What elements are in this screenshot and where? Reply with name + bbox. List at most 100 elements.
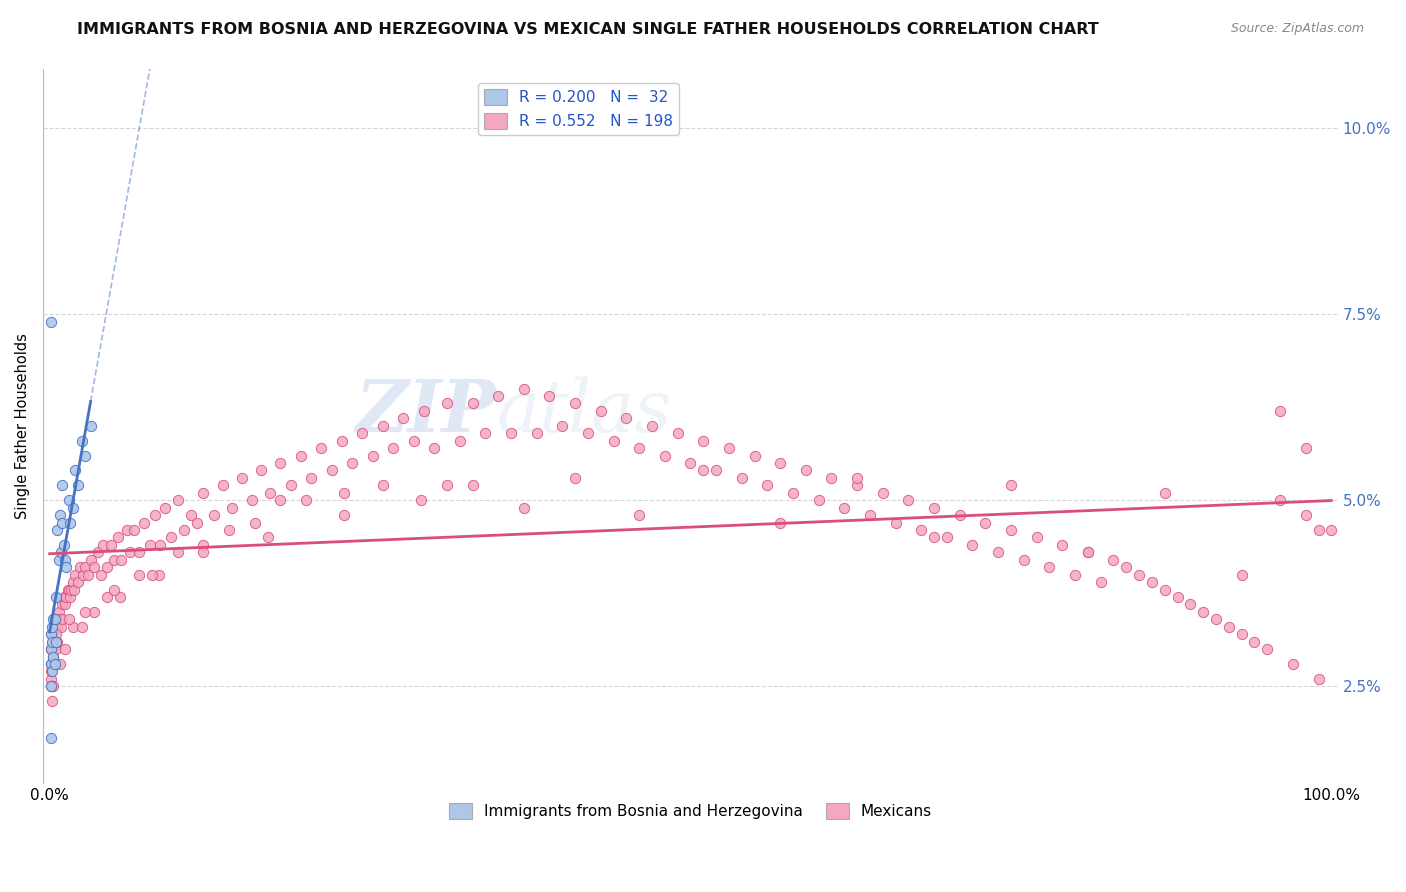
- Point: [922, 530, 945, 544]
- Text: atlas: atlas: [496, 376, 672, 447]
- Point: [1025, 530, 1047, 544]
- Point: [49, 657, 72, 671]
- Point: [42, 634, 65, 648]
- Point: [295, 493, 318, 508]
- Point: [1268, 493, 1291, 508]
- Point: [392, 411, 415, 425]
- Point: [193, 485, 215, 500]
- Legend: Immigrants from Bosnia and Herzegovina, Mexicans: Immigrants from Bosnia and Herzegovina, …: [443, 797, 938, 825]
- Point: [807, 493, 830, 508]
- Point: [120, 545, 142, 559]
- Point: [83, 560, 105, 574]
- Point: [51, 516, 73, 530]
- Point: [412, 404, 434, 418]
- Point: [173, 523, 195, 537]
- Point: [820, 471, 842, 485]
- Text: IMMIGRANTS FROM BOSNIA AND HERZEGOVINA VS MEXICAN SINGLE FATHER HOUSEHOLDS CORRE: IMMIGRANTS FROM BOSNIA AND HERZEGOVINA V…: [77, 22, 1099, 37]
- Point: [42, 612, 65, 626]
- Point: [352, 426, 374, 441]
- Point: [134, 516, 156, 530]
- Point: [45, 634, 67, 648]
- Point: [616, 411, 638, 425]
- Point: [66, 478, 89, 492]
- Point: [551, 418, 574, 433]
- Point: [202, 508, 225, 522]
- Point: [499, 426, 522, 441]
- Point: [42, 649, 65, 664]
- Point: [46, 620, 69, 634]
- Point: [49, 612, 72, 626]
- Point: [461, 478, 484, 492]
- Point: [90, 567, 112, 582]
- Point: [153, 500, 176, 515]
- Point: [49, 545, 72, 559]
- Point: [72, 567, 94, 582]
- Point: [186, 516, 208, 530]
- Point: [731, 471, 754, 485]
- Point: [62, 620, 84, 634]
- Point: [436, 478, 458, 492]
- Point: [513, 500, 536, 515]
- Point: [589, 404, 612, 418]
- Point: [1180, 598, 1202, 612]
- Point: [1167, 590, 1189, 604]
- Point: [70, 434, 93, 448]
- Point: [1230, 567, 1253, 582]
- Point: [39, 642, 62, 657]
- Point: [846, 478, 869, 492]
- Point: [49, 508, 72, 522]
- Point: [87, 545, 110, 559]
- Point: [55, 560, 77, 574]
- Point: [166, 493, 188, 508]
- Point: [1282, 657, 1305, 671]
- Point: [41, 642, 63, 657]
- Point: [39, 627, 62, 641]
- Point: [65, 463, 87, 477]
- Point: [42, 649, 65, 664]
- Point: [756, 478, 779, 492]
- Point: [1038, 560, 1060, 574]
- Point: [44, 612, 66, 626]
- Point: [141, 567, 163, 582]
- Point: [53, 642, 76, 657]
- Point: [53, 553, 76, 567]
- Point: [75, 605, 97, 619]
- Point: [859, 508, 882, 522]
- Point: [44, 657, 66, 671]
- Point: [564, 396, 586, 410]
- Point: [717, 441, 740, 455]
- Point: [44, 620, 66, 634]
- Point: [1000, 478, 1022, 492]
- Point: [666, 426, 689, 441]
- Point: [1320, 523, 1343, 537]
- Point: [115, 523, 138, 537]
- Point: [180, 508, 202, 522]
- Point: [41, 665, 63, 679]
- Point: [299, 471, 322, 485]
- Point: [311, 441, 333, 455]
- Point: [51, 612, 73, 626]
- Point: [461, 396, 484, 410]
- Point: [1205, 612, 1227, 626]
- Point: [211, 478, 233, 492]
- Point: [103, 582, 125, 597]
- Point: [83, 605, 105, 619]
- Point: [1268, 404, 1291, 418]
- Point: [1295, 441, 1317, 455]
- Point: [107, 530, 129, 544]
- Point: [1077, 545, 1099, 559]
- Point: [77, 567, 100, 582]
- Point: [526, 426, 548, 441]
- Point: [641, 418, 664, 433]
- Text: ZIP: ZIP: [356, 376, 496, 447]
- Point: [1230, 627, 1253, 641]
- Point: [654, 449, 676, 463]
- Point: [46, 634, 69, 648]
- Point: [193, 545, 215, 559]
- Point: [290, 449, 312, 463]
- Point: [100, 538, 122, 552]
- Point: [382, 441, 405, 455]
- Point: [240, 493, 263, 508]
- Point: [962, 538, 984, 552]
- Point: [148, 567, 170, 582]
